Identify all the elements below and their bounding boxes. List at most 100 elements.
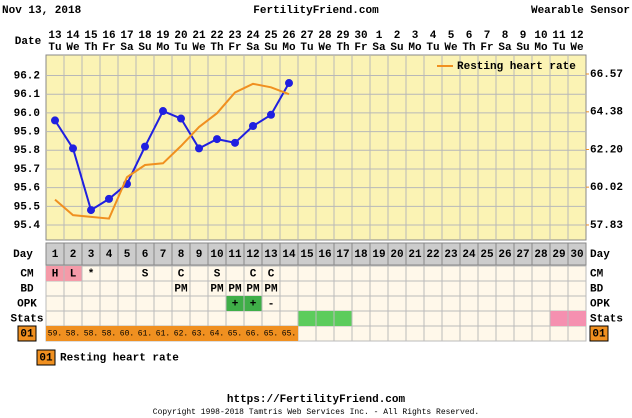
date: 15 [84,30,98,42]
date: 12 [570,30,583,42]
temperature-point [141,142,149,151]
cell-text: H [52,268,59,280]
date: 9 [520,30,527,42]
heart-cell [208,326,226,341]
weekday: We [444,42,458,54]
heart-cell [118,326,136,341]
heart-value: 64. [210,330,224,339]
code-legend-label: Resting heart rate [60,352,179,364]
day-number: 25 [480,249,494,261]
weekday: Sa [498,42,512,54]
y-tick-label: 95.7 [14,164,40,176]
header-mode: Wearable Sensor [531,5,630,17]
heart-cell [262,326,280,341]
code-left-box [17,325,37,342]
row-label: CM [20,268,34,280]
weekday: Tu [48,42,61,54]
heart-cell [100,326,118,341]
heart-value: 63. [192,330,206,339]
day-number: 16 [318,249,331,261]
temperature-point [195,144,203,153]
date: 20 [174,30,187,42]
y-tick-label: 96.1 [14,89,41,101]
weekday: We [192,42,206,54]
y2-tick-label: 62.20 [590,144,623,156]
heart-value: 66. [246,330,260,339]
date: 4 [430,30,437,42]
date: 29 [336,30,349,42]
day-number: 8 [178,249,185,261]
date: 17 [120,30,133,42]
date: 1 [376,30,383,42]
footer-copyright: Copyright 1998-2018 Tamtris Web Services… [153,408,479,417]
y2-tick-label: 64.38 [590,107,623,119]
y2-tick-label: 57.83 [590,220,623,232]
weekday: Mo [534,42,548,54]
date: 22 [210,30,223,42]
cell-text: + [250,298,257,310]
day-number: 3 [88,249,95,261]
heart-cell [190,326,208,341]
weekday: We [318,42,332,54]
date: 6 [466,30,473,42]
weekday: Sa [246,42,260,54]
cell-fill [46,266,64,281]
day-label: Day [13,249,33,261]
weekday: Th [336,42,349,54]
date: 5 [448,30,455,42]
heart-value: 65. [282,330,296,339]
day-number: 9 [196,249,203,261]
heart-value: 61. [156,330,170,339]
row-label-right: BD [590,283,604,295]
day-number: 24 [462,249,476,261]
day-number: 15 [300,249,314,261]
cell-text: * [88,268,95,280]
date-label: Date [15,36,42,48]
day-number: 22 [426,249,439,261]
row-label: BD [20,283,34,295]
row-label-right: OPK [590,298,610,310]
day-number: 29 [552,249,565,261]
stats-span [298,311,352,326]
day-number: 2 [70,249,77,261]
day-number: 1 [52,249,59,261]
weekday: Th [462,42,475,54]
cell-text: PM [174,283,188,295]
temperature-point [105,194,113,203]
heart-value: 58. [66,330,80,339]
date: 11 [552,30,566,42]
row-label: OPK [17,298,37,310]
code-legend: 01 [39,352,53,364]
date: 21 [192,30,206,42]
weekday: Fr [102,42,115,54]
weekday: Fr [354,42,367,54]
date: 14 [66,30,80,42]
day-label-right: Day [590,249,610,261]
cell-text: C [250,268,257,280]
weekday: Tu [552,42,565,54]
date: 8 [502,30,509,42]
footer-url: https://FertilityFriend.com [227,394,406,406]
heart-value: 59. [48,330,62,339]
temperature-point [231,138,239,147]
cell-fill [226,296,244,311]
row-label-right: Stats [590,313,623,325]
heart-cell [46,326,64,341]
heart-value: 62. [174,330,188,339]
day-number: 26 [498,249,511,261]
cell-fill [244,296,262,311]
temperature-point [69,144,77,153]
cell-text: PM [228,283,242,295]
temperature-point [87,206,95,215]
cell-text: S [142,268,149,280]
cell-text: L [70,268,77,280]
weekday: We [66,42,80,54]
date: 30 [354,30,367,42]
code-left: 01 [20,328,34,340]
temperature-point [249,122,257,131]
header-date: Nov 13, 2018 [2,5,82,17]
date: 7 [484,30,491,42]
weekday: Su [264,42,277,54]
